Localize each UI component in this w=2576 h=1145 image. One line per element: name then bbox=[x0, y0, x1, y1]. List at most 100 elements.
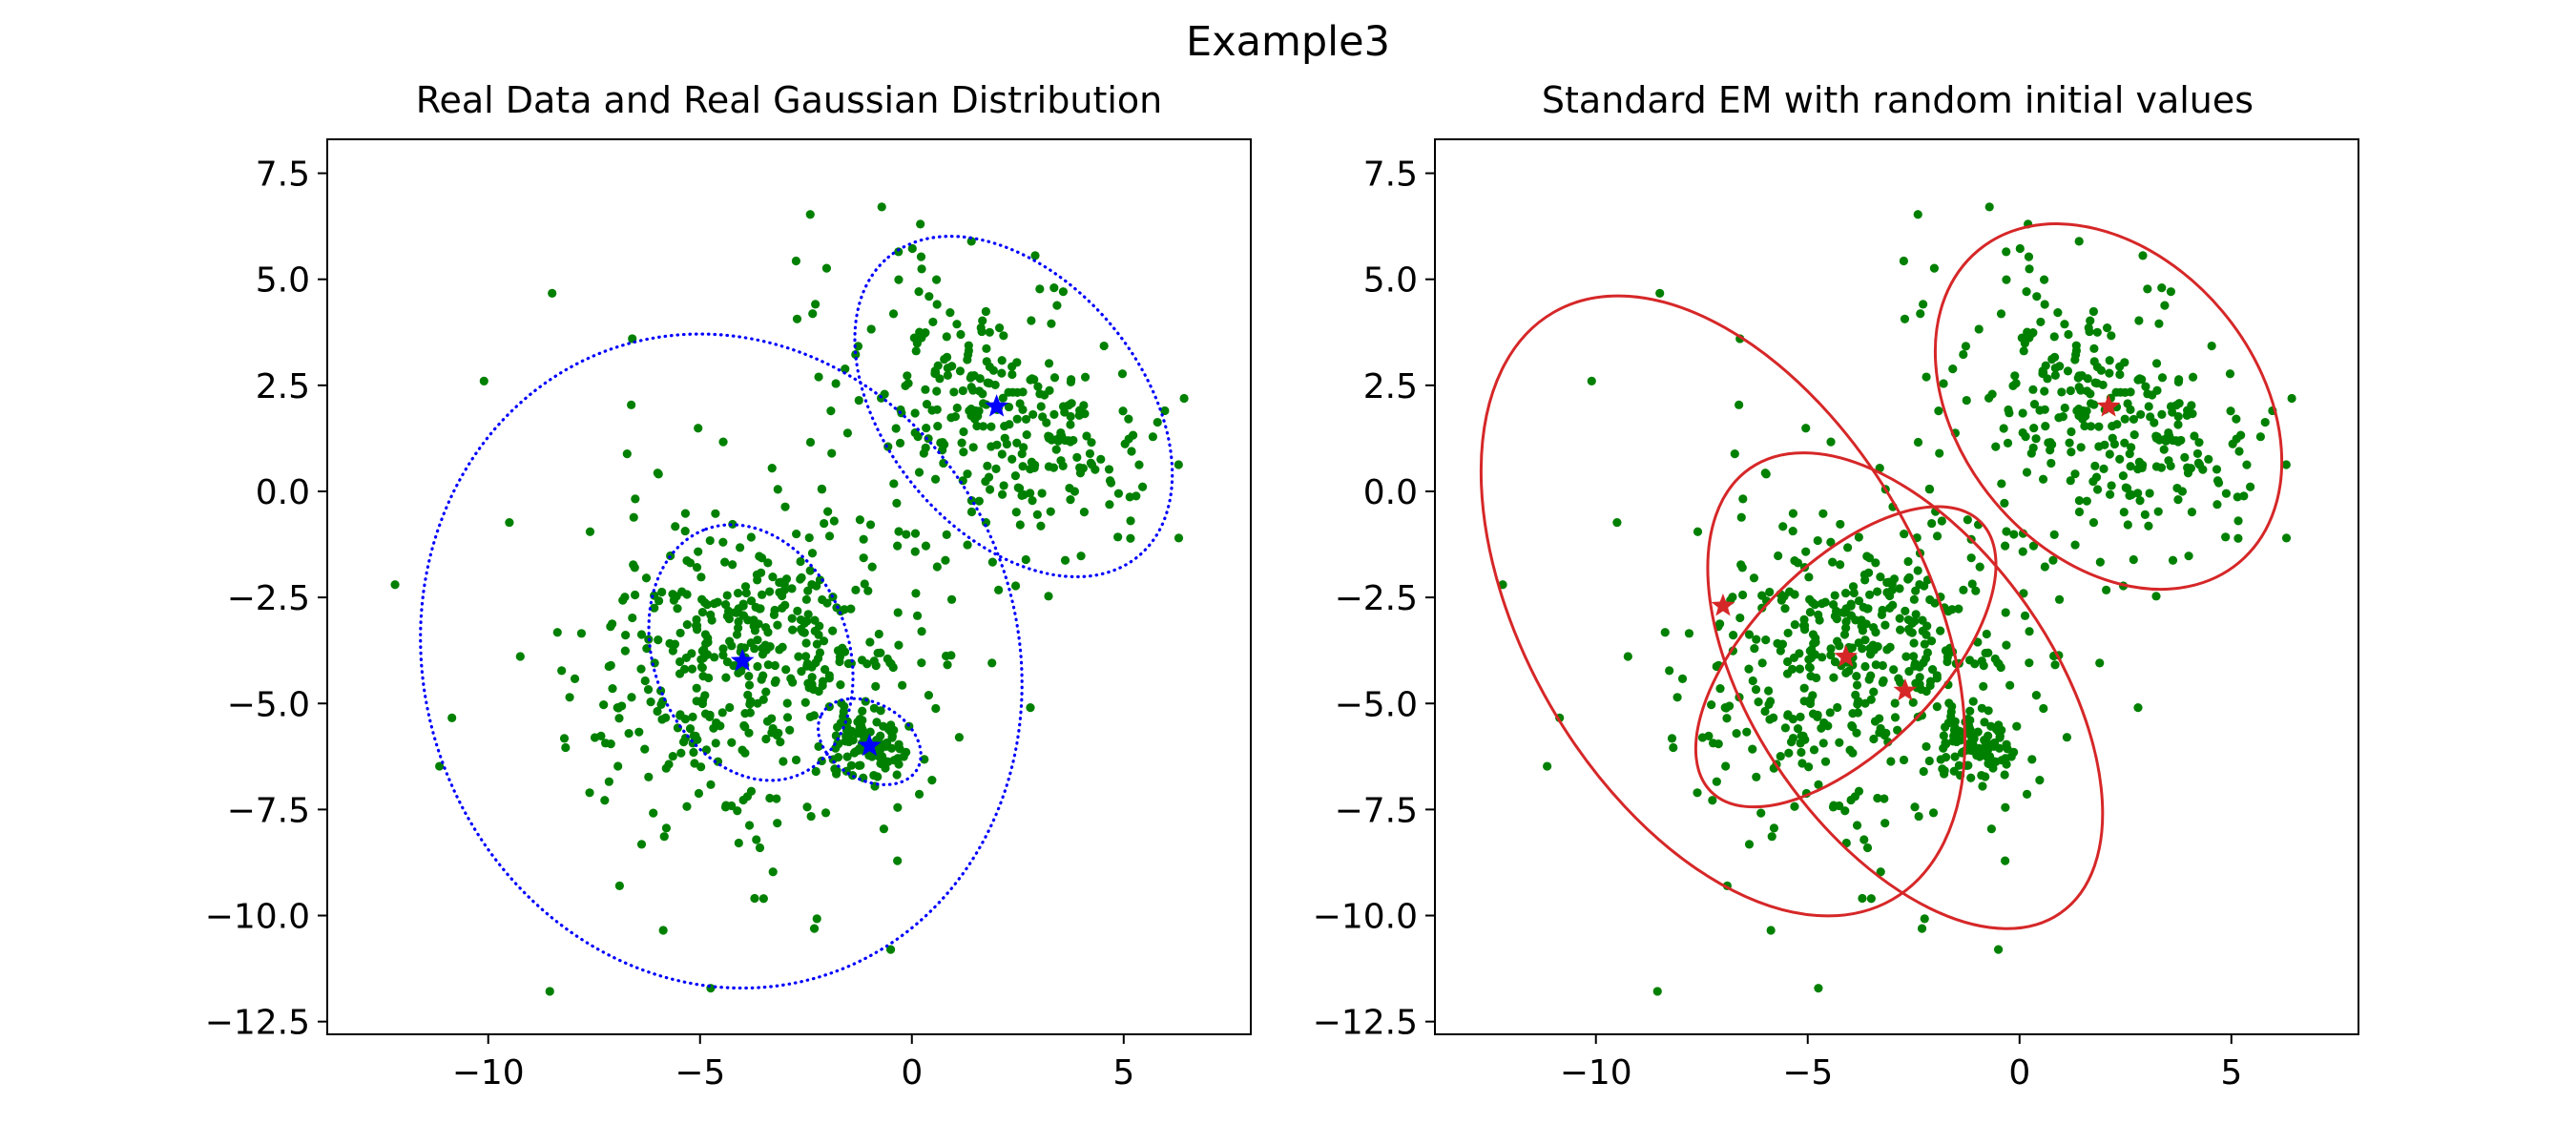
data-point bbox=[2005, 408, 2014, 418]
data-point bbox=[2136, 409, 2146, 420]
x-tick-label: 5 bbox=[2220, 1053, 2242, 1093]
data-point bbox=[1774, 551, 1783, 561]
data-point bbox=[1823, 721, 1833, 731]
data-point bbox=[1840, 806, 1850, 816]
data-point bbox=[636, 630, 647, 639]
data-point bbox=[570, 674, 580, 683]
data-point bbox=[1017, 449, 1027, 459]
data-point bbox=[1498, 580, 1507, 590]
data-point bbox=[946, 594, 957, 604]
data-point bbox=[838, 643, 847, 653]
data-point bbox=[1074, 410, 1084, 420]
data-point bbox=[728, 519, 737, 530]
data-point bbox=[1799, 614, 1809, 624]
data-point bbox=[879, 824, 888, 834]
data-point bbox=[1932, 702, 1942, 712]
data-point bbox=[1800, 735, 1810, 744]
data-point bbox=[1849, 588, 1859, 598]
data-point bbox=[2001, 802, 2010, 812]
data-point bbox=[1875, 714, 1884, 723]
data-point bbox=[561, 742, 571, 753]
data-point bbox=[987, 422, 996, 431]
data-point bbox=[1789, 653, 1799, 663]
data-point bbox=[2027, 755, 2037, 764]
data-point bbox=[1984, 393, 1994, 403]
data-point bbox=[745, 699, 755, 709]
data-point bbox=[1777, 639, 1788, 649]
data-point bbox=[1993, 945, 2004, 954]
data-point bbox=[788, 625, 798, 635]
data-point bbox=[1864, 553, 1875, 563]
data-point bbox=[894, 275, 904, 284]
data-point bbox=[807, 662, 817, 672]
data-point bbox=[892, 498, 902, 509]
data-point bbox=[744, 672, 754, 681]
data-point bbox=[887, 1043, 896, 1051]
data-point bbox=[2119, 508, 2129, 517]
data-point bbox=[2173, 420, 2183, 429]
data-point bbox=[2089, 357, 2099, 366]
data-point bbox=[630, 590, 640, 600]
data-point bbox=[854, 395, 863, 406]
data-point bbox=[846, 760, 857, 770]
data-point bbox=[621, 631, 631, 640]
data-point bbox=[1820, 757, 1831, 766]
data-point bbox=[824, 531, 835, 541]
data-point bbox=[1028, 462, 1038, 471]
data-point bbox=[1008, 454, 1017, 464]
data-point bbox=[694, 424, 703, 433]
data-point bbox=[814, 741, 823, 752]
data-point bbox=[891, 424, 901, 433]
data-point bbox=[857, 656, 867, 665]
data-point bbox=[888, 309, 899, 319]
data-point bbox=[779, 757, 788, 766]
data-point bbox=[894, 527, 904, 536]
data-point bbox=[2157, 373, 2168, 383]
data-point bbox=[746, 596, 757, 606]
data-point bbox=[1072, 452, 1082, 463]
data-point bbox=[718, 437, 728, 447]
data-point bbox=[2090, 461, 2100, 470]
data-point bbox=[1040, 390, 1049, 400]
data-point bbox=[1984, 202, 1994, 212]
data-point bbox=[894, 640, 904, 650]
data-point bbox=[659, 832, 669, 842]
data-point bbox=[1012, 438, 1022, 448]
data-point bbox=[801, 638, 811, 648]
data-point bbox=[1783, 628, 1793, 638]
data-point bbox=[692, 625, 702, 635]
data-point bbox=[2002, 739, 2011, 749]
data-point bbox=[629, 512, 638, 522]
data-point bbox=[590, 733, 600, 742]
data-point bbox=[2046, 446, 2055, 455]
data-point bbox=[1124, 414, 1133, 424]
data-point bbox=[2012, 721, 2022, 731]
data-point bbox=[893, 802, 903, 812]
data-point bbox=[2036, 317, 2046, 327]
data-point bbox=[1967, 746, 1977, 756]
data-point bbox=[887, 731, 897, 740]
data-point bbox=[733, 806, 742, 816]
data-point bbox=[2055, 362, 2065, 371]
data-point bbox=[773, 819, 782, 828]
data-point bbox=[2105, 449, 2114, 459]
data-point bbox=[1720, 703, 1730, 713]
figure-suptitle: Example3 bbox=[1186, 18, 1390, 66]
data-point bbox=[872, 718, 882, 727]
data-point bbox=[792, 529, 801, 539]
data-point bbox=[1826, 537, 1836, 547]
data-point bbox=[701, 745, 712, 755]
data-point bbox=[796, 574, 805, 584]
data-point bbox=[738, 611, 749, 620]
data-point bbox=[2154, 319, 2164, 328]
y-tick-label: 0.0 bbox=[256, 473, 310, 512]
plot-area bbox=[1479, 202, 2296, 996]
data-point bbox=[2281, 533, 2292, 543]
data-point bbox=[1028, 374, 1037, 384]
data-point bbox=[2058, 412, 2067, 422]
data-point bbox=[916, 219, 925, 229]
data-point bbox=[987, 658, 997, 668]
data-point bbox=[1030, 251, 1040, 260]
data-point bbox=[2024, 252, 2034, 261]
data-point bbox=[814, 372, 823, 382]
